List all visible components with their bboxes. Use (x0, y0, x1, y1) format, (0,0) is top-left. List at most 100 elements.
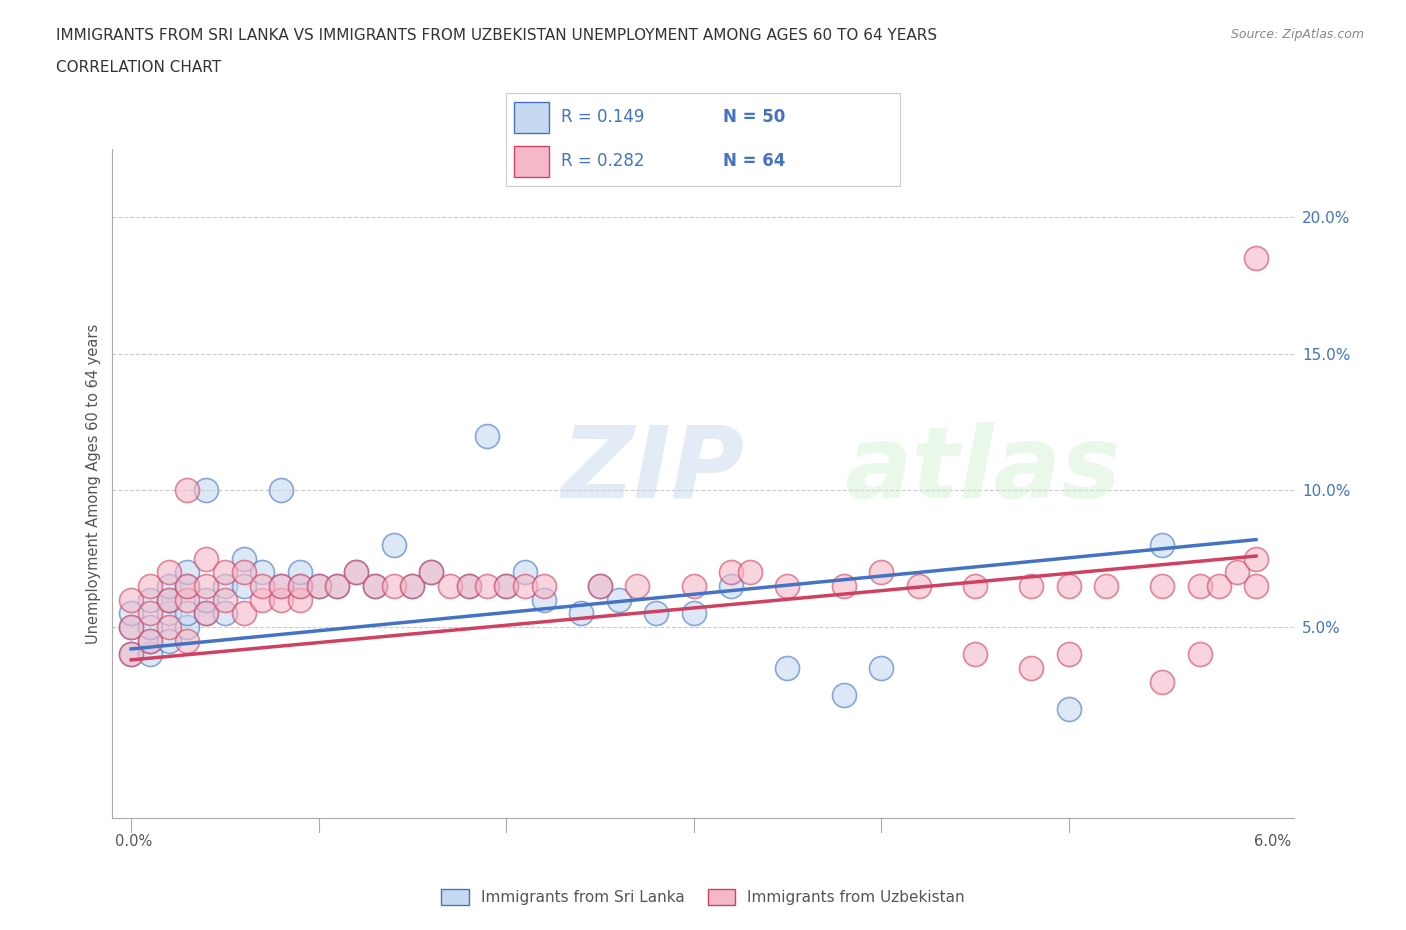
Point (1095, 578, 1118, 593)
Point (176, 578, 198, 593)
Point (720, 565, 742, 580)
Point (870, 660, 893, 675)
Text: 0.0%: 0.0% (115, 834, 152, 849)
Point (308, 578, 330, 593)
Point (120, 606, 142, 621)
Point (1208, 578, 1230, 593)
Point (157, 606, 180, 621)
Point (288, 565, 311, 580)
Point (607, 592, 630, 607)
Point (1152, 538, 1174, 552)
Point (1057, 647, 1080, 662)
Text: atlas: atlas (845, 421, 1121, 519)
Point (195, 578, 218, 593)
Point (401, 578, 423, 593)
FancyBboxPatch shape (515, 147, 550, 177)
Point (120, 647, 142, 662)
Point (1188, 578, 1211, 593)
Point (420, 565, 443, 580)
Point (252, 578, 274, 593)
Point (364, 578, 387, 593)
Point (288, 578, 311, 593)
Point (195, 483, 218, 498)
Point (214, 578, 236, 593)
Point (120, 647, 142, 662)
Point (495, 578, 517, 593)
Point (176, 592, 198, 607)
Text: 6.0%: 6.0% (1254, 834, 1291, 849)
Point (232, 565, 254, 580)
Point (776, 578, 799, 593)
Point (645, 606, 668, 621)
Point (176, 483, 198, 498)
Point (270, 578, 292, 593)
Text: Source: ZipAtlas.com: Source: ZipAtlas.com (1230, 28, 1364, 41)
Point (232, 551, 254, 566)
Point (401, 578, 423, 593)
Point (457, 578, 479, 593)
Point (344, 565, 367, 580)
Point (420, 565, 443, 580)
Point (308, 578, 330, 593)
Text: CORRELATION CHART: CORRELATION CHART (56, 60, 221, 75)
Text: IMMIGRANTS FROM SRI LANKA VS IMMIGRANTS FROM UZBEKISTAN UNEMPLOYMENT AMONG AGES : IMMIGRANTS FROM SRI LANKA VS IMMIGRANTS … (56, 28, 938, 43)
Point (288, 592, 311, 607)
Point (1226, 565, 1249, 580)
Point (288, 578, 311, 593)
Point (176, 565, 198, 580)
Point (720, 578, 742, 593)
Point (364, 578, 387, 593)
Point (589, 578, 612, 593)
Point (176, 619, 198, 634)
Point (1057, 578, 1080, 593)
Point (195, 551, 218, 566)
Point (139, 633, 162, 648)
Point (195, 592, 218, 607)
Point (457, 578, 479, 593)
Point (682, 578, 704, 593)
Point (513, 565, 536, 580)
Text: ZIP: ZIP (561, 421, 744, 519)
Point (382, 578, 405, 593)
Point (214, 592, 236, 607)
Point (120, 619, 142, 634)
Point (176, 633, 198, 648)
Text: N = 64: N = 64 (723, 153, 785, 170)
Point (139, 578, 162, 593)
Point (1019, 578, 1042, 593)
Y-axis label: Unemployment Among Ages 60 to 64 years: Unemployment Among Ages 60 to 64 years (86, 324, 101, 644)
Point (195, 606, 218, 621)
Point (214, 606, 236, 621)
Text: N = 50: N = 50 (723, 108, 785, 126)
Point (270, 578, 292, 593)
Point (738, 565, 761, 580)
Point (1057, 701, 1080, 716)
Point (682, 606, 704, 621)
Point (326, 578, 349, 593)
FancyBboxPatch shape (515, 102, 550, 133)
Point (139, 592, 162, 607)
Point (870, 565, 893, 580)
Point (569, 606, 592, 621)
Point (533, 592, 555, 607)
Text: R = 0.149: R = 0.149 (561, 108, 644, 126)
Point (589, 578, 612, 593)
Point (270, 592, 292, 607)
Point (139, 647, 162, 662)
Point (326, 578, 349, 593)
Point (344, 565, 367, 580)
Point (907, 578, 929, 593)
Point (176, 606, 198, 621)
Point (1152, 578, 1174, 593)
Point (477, 429, 499, 444)
Point (832, 688, 855, 703)
Point (157, 633, 180, 648)
Point (139, 619, 162, 634)
Point (157, 592, 180, 607)
Point (1244, 251, 1267, 266)
Point (477, 578, 499, 593)
Point (120, 619, 142, 634)
Point (214, 565, 236, 580)
Point (1244, 578, 1267, 593)
Point (176, 578, 198, 593)
